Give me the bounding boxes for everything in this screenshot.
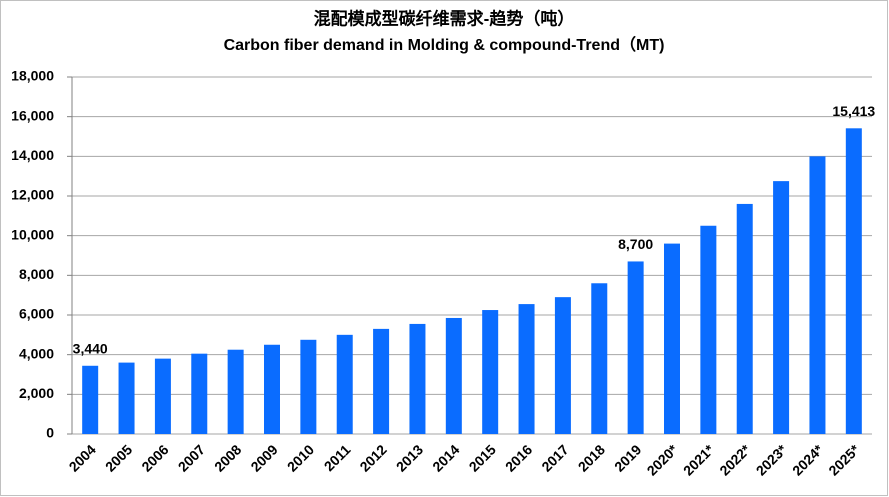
bar — [82, 365, 99, 434]
bar — [264, 344, 280, 434]
bar — [300, 339, 317, 434]
y-tick-label: 10,000 — [11, 226, 54, 242]
bar — [373, 328, 390, 434]
bar — [845, 128, 862, 434]
value-label: 8,700 — [618, 236, 653, 252]
bar — [664, 243, 680, 434]
y-tick-label: 2,000 — [19, 385, 54, 401]
bar — [445, 317, 462, 434]
bar — [736, 203, 753, 434]
bar — [336, 334, 353, 434]
bar — [118, 362, 135, 434]
bar — [482, 310, 499, 434]
y-tick-label: 16,000 — [11, 107, 54, 123]
y-tick-label: 4,000 — [19, 345, 54, 361]
bar — [227, 349, 244, 434]
y-tick-label: 8,000 — [19, 266, 54, 282]
bar — [191, 353, 208, 434]
bar — [809, 156, 826, 435]
chart-title: 混配模成型碳纤维需求-趋势（吨） — [314, 8, 575, 28]
y-tick-label: 0 — [46, 425, 54, 441]
value-label: 15,413 — [832, 103, 875, 119]
bar — [554, 297, 571, 434]
value-label: 3,440 — [73, 340, 108, 356]
y-tick-label: 14,000 — [11, 147, 54, 163]
y-tick-label: 6,000 — [19, 306, 54, 322]
y-tick-label: 18,000 — [11, 68, 54, 84]
bar — [591, 283, 608, 434]
bar — [154, 358, 171, 434]
bar — [409, 323, 426, 434]
bar — [700, 225, 717, 434]
bar — [627, 261, 644, 434]
bar — [518, 304, 535, 434]
y-tick-label: 12,000 — [11, 187, 54, 203]
bar — [773, 181, 790, 434]
chart-subtitle: Carbon fiber demand in Molding & compoun… — [224, 36, 665, 54]
